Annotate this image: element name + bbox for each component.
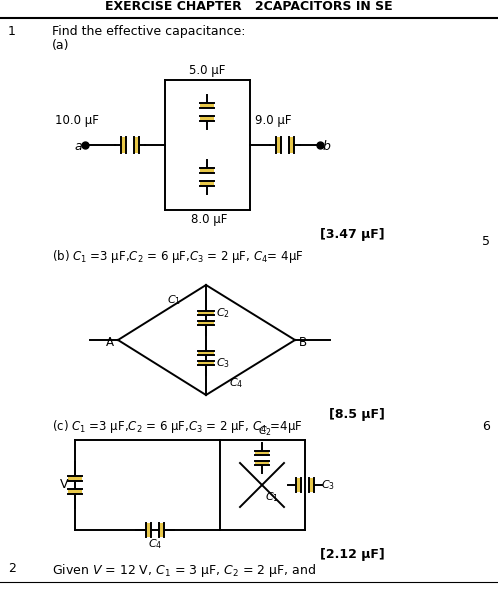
Text: EXERCISE CHAPTER   2CAPACITORS IN SE: EXERCISE CHAPTER 2CAPACITORS IN SE <box>105 0 393 13</box>
Text: 8.0 μF: 8.0 μF <box>191 213 227 226</box>
Text: Find the effective capacitance:: Find the effective capacitance: <box>52 25 246 38</box>
Bar <box>200 103 214 108</box>
Text: [8.5 μF]: [8.5 μF] <box>329 408 385 421</box>
Text: V: V <box>59 478 68 491</box>
Text: a: a <box>74 139 82 152</box>
Text: b: b <box>323 139 331 152</box>
Text: $C_4$: $C_4$ <box>148 537 162 551</box>
Text: 10.0 μF: 10.0 μF <box>55 114 99 127</box>
Text: 6: 6 <box>482 420 490 433</box>
Text: $C_1$: $C_1$ <box>265 490 279 504</box>
Bar <box>255 461 269 465</box>
Text: 9.0 μF: 9.0 μF <box>255 114 291 127</box>
Text: 2: 2 <box>8 562 16 575</box>
Bar <box>68 476 82 481</box>
Bar <box>159 523 164 537</box>
Text: (b) $C_1$ =3 μF,$C_2$ = 6 μF,$C_3$ = 2 μF, $C_4$= 4μF: (b) $C_1$ =3 μF,$C_2$ = 6 μF,$C_3$ = 2 μ… <box>52 248 303 265</box>
Text: $C_2$: $C_2$ <box>216 306 230 320</box>
Text: Given $V$ = 12 V, $C_1$ = 3 μF, $C_2$ = 2 μF, and: Given $V$ = 12 V, $C_1$ = 3 μF, $C_2$ = … <box>52 562 316 579</box>
Text: $C_3$: $C_3$ <box>321 478 335 492</box>
Bar <box>198 311 214 315</box>
Text: (a): (a) <box>52 39 70 52</box>
Bar <box>198 361 214 365</box>
Text: $C_2$: $C_2$ <box>258 424 272 438</box>
Bar <box>309 478 314 492</box>
Bar <box>276 137 281 153</box>
Text: $C_3$: $C_3$ <box>216 356 230 370</box>
Bar <box>289 137 294 153</box>
Bar <box>200 116 214 121</box>
Bar <box>296 478 301 492</box>
Bar <box>198 321 214 325</box>
Text: 1: 1 <box>8 25 16 38</box>
Text: B: B <box>299 336 307 349</box>
Bar <box>134 137 139 153</box>
Text: $C_1$: $C_1$ <box>167 293 181 307</box>
Bar <box>255 451 269 455</box>
Bar <box>198 351 214 355</box>
Bar <box>200 181 214 186</box>
Bar <box>200 168 214 173</box>
Text: (c) $C_1$ =3 μF,$C_2$ = 6 μF,$C_3$ = 2 μF, $C_4$ =4μF: (c) $C_1$ =3 μF,$C_2$ = 6 μF,$C_3$ = 2 μ… <box>52 418 302 435</box>
Text: $C_4$: $C_4$ <box>229 376 243 390</box>
Text: 5.0 μF: 5.0 μF <box>189 64 225 77</box>
Text: [2.12 μF]: [2.12 μF] <box>320 548 385 561</box>
Bar <box>146 523 151 537</box>
Text: [3.47 μF]: [3.47 μF] <box>320 228 385 241</box>
Bar <box>68 489 82 494</box>
Text: 5: 5 <box>482 235 490 248</box>
Text: A: A <box>106 336 114 349</box>
Bar <box>121 137 126 153</box>
